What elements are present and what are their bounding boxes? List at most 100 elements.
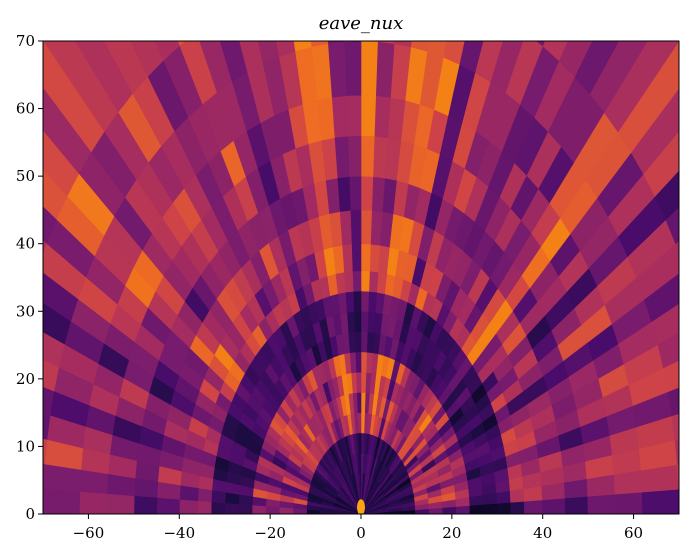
heatmap-cell	[360, 209, 373, 245]
heatmap-cell	[347, 135, 362, 177]
heatmap-cell	[678, 488, 679, 514]
heatmap-cell	[542, 497, 566, 514]
heatmap-cell	[156, 497, 180, 514]
heatmap-cell	[0, 339, 10, 402]
heatmap-cell	[79, 469, 109, 495]
x-tick-label: 40	[533, 524, 552, 542]
y-tick-label: 30	[16, 302, 35, 320]
heatmap-cell	[78, 491, 108, 514]
heatmap-cell	[367, 311, 376, 333]
heatmap-cell	[352, 270, 362, 292]
heatmap-cell	[360, 243, 371, 272]
heatmap-cell	[372, 135, 388, 179]
heatmap-cell	[558, 41, 593, 78]
heatmap-cell	[278, 507, 294, 514]
heatmap-cell	[210, 501, 226, 514]
heatmap-cell	[523, 499, 544, 514]
heatmap-cell	[129, 41, 164, 78]
heatmap-cell	[179, 485, 199, 502]
x-tick-label: −20	[254, 524, 286, 542]
heatmap-cell	[219, 41, 248, 83]
heatmap-cell	[43, 243, 86, 300]
chart-title: eave_nux	[319, 13, 404, 34]
heatmap-cell	[360, 412, 365, 434]
heatmap-cell	[491, 0, 546, 20]
heatmap-cell	[348, 175, 362, 211]
heatmap-cell	[373, 95, 391, 139]
heatmap-cell	[360, 270, 370, 292]
heatmap-cell	[360, 175, 374, 211]
heatmap-cell	[643, 130, 679, 197]
heatmap-cell	[0, 374, 6, 430]
heatmap-cell	[370, 209, 383, 246]
heatmap-cell	[473, 0, 524, 9]
heatmap-cell	[369, 243, 381, 273]
heatmap-cell	[426, 41, 447, 58]
heatmap-cell	[671, 413, 679, 441]
heatmap-cell	[371, 176, 386, 212]
heatmap-cell	[663, 359, 679, 393]
x-tick-label: −40	[163, 524, 195, 542]
y-tick-label: 60	[16, 100, 35, 118]
heatmap-cell	[360, 392, 366, 414]
heatmap-cell	[483, 503, 498, 514]
heatmap-cell	[564, 495, 589, 514]
heatmap-cell	[43, 41, 105, 153]
heatmap-cell	[238, 494, 253, 506]
heatmap-cell	[178, 499, 199, 514]
heatmap-cell	[360, 432, 365, 454]
heatmap-hotspot	[357, 499, 365, 514]
heatmap-cell	[536, 41, 545, 47]
heatmap-cell	[542, 41, 568, 62]
heatmap-cell	[455, 505, 471, 514]
heatmap-cell	[377, 41, 395, 44]
y-tick-label: 70	[16, 32, 35, 50]
heatmap-cell	[641, 488, 679, 514]
heatmap-cell	[667, 386, 679, 417]
heatmap-cell	[360, 371, 367, 393]
heatmap-cell	[237, 504, 253, 514]
heatmap-cell	[685, 207, 694, 294]
heatmap-cell	[0, 305, 15, 374]
heatmap-cell	[198, 0, 249, 9]
heatmap-cell	[489, 41, 524, 94]
heatmap-cell	[352, 290, 362, 312]
heatmap-cell	[351, 243, 362, 272]
heatmap-cell	[458, 41, 484, 73]
heatmap-cell	[630, 87, 679, 175]
heatmap-cell	[360, 94, 377, 137]
heatmap-cell	[367, 290, 378, 313]
heatmap-cell	[293, 41, 312, 52]
x-axis: −60 −40 −20 0 20 40 60	[73, 514, 643, 542]
heatmap-cell	[177, 41, 186, 47]
heatmap-cell	[43, 206, 57, 245]
heatmap-cell	[360, 452, 364, 474]
heatmap-cell	[674, 438, 679, 465]
plot-area	[0, 0, 694, 514]
heatmap-cell	[306, 509, 321, 514]
heatmap-cell	[360, 135, 375, 177]
y-tick-label: 50	[16, 167, 35, 185]
heatmap-cell	[106, 493, 135, 514]
y-tick-label: 10	[16, 437, 35, 455]
heatmap-cell	[43, 87, 92, 175]
heatmap-cell	[643, 272, 679, 323]
heatmap-cell	[676, 464, 679, 490]
heatmap-cell	[43, 488, 81, 514]
heatmap-cell	[349, 209, 362, 245]
heatmap-cell	[156, 481, 181, 501]
heatmap-cell	[376, 271, 387, 295]
heatmap-cell	[344, 41, 362, 96]
x-tick-label: 0	[356, 524, 366, 542]
heatmap-cell	[43, 413, 51, 441]
heatmap-cell	[587, 493, 616, 514]
heatmap-cell	[614, 491, 644, 514]
heatmap-cell	[43, 240, 47, 254]
heatmap-cell	[154, 41, 180, 62]
heatmap-cell	[360, 290, 370, 312]
heatmap-cell	[365, 351, 373, 374]
heatmap-cell	[133, 495, 158, 514]
heatmap-cell	[651, 303, 679, 345]
heatmap-cell	[257, 41, 280, 65]
heatmap-cell	[410, 41, 429, 52]
